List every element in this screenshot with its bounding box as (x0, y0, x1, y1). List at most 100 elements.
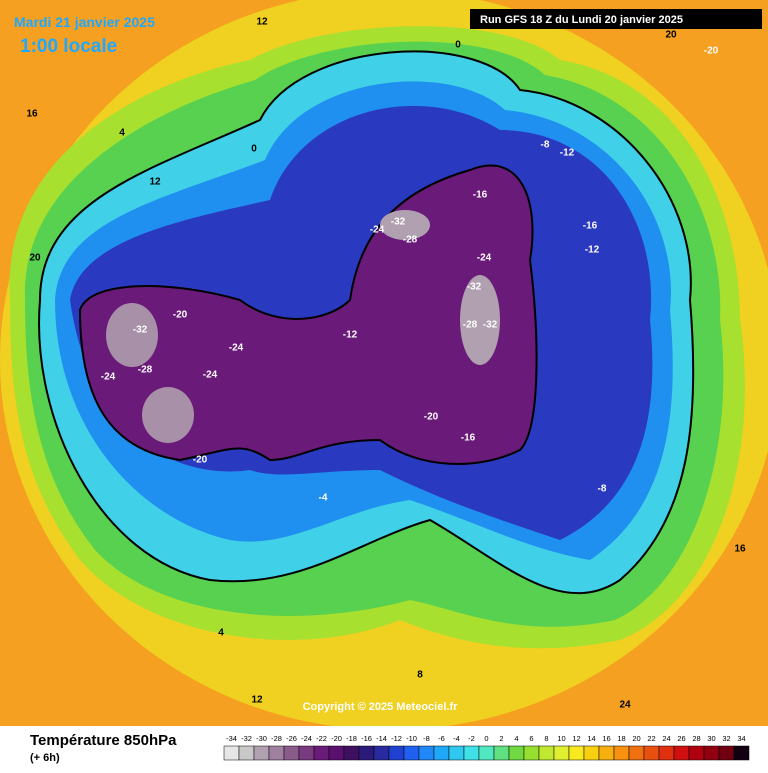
contour-label: -24 (477, 253, 492, 264)
colorbar-swatch (238, 745, 255, 761)
legend-title: Température 850hPa (30, 732, 177, 749)
map-labels: -32-28-24-20-24-32-28-24-16-24-32-28 -32-… (26, 17, 746, 711)
contour-label: -8 (541, 140, 550, 151)
colorbar-swatch (703, 745, 720, 761)
contour-label: -4 (319, 493, 328, 504)
extreme-cold (106, 303, 158, 367)
colorbar-label: 30 (707, 734, 715, 743)
extreme-cold (460, 275, 500, 365)
contour-label: 4 (119, 128, 125, 139)
contour-label: 0 (455, 40, 461, 51)
colorbar-swatch (298, 745, 315, 761)
colorbar: -34 -32 -30 -28 -26 -24 -22 -20 -18 -16 -14 -12 -10-… (223, 734, 750, 761)
colorbar-label: -32 (241, 734, 252, 743)
colorbar-label: 18 (617, 734, 625, 743)
colorbar-label: -24 (301, 734, 312, 743)
colorbar-label: 14 (587, 734, 595, 743)
colorbar-swatch (733, 745, 750, 761)
colorbar-swatch (493, 745, 510, 761)
colorbar-label: 32 (722, 734, 730, 743)
colorbar-label: -30 (256, 734, 267, 743)
colorbar-label: -10 (406, 734, 417, 743)
run-box (470, 9, 762, 29)
colorbar-swatch (523, 745, 540, 761)
run-info: Run GFS 18 Z du Lundi 20 janvier 2025 (480, 14, 683, 26)
contour-label: 4 (218, 628, 224, 639)
colorbar-swatch (283, 745, 300, 761)
colorbar-swatch (253, 745, 270, 761)
colorbar-label: 24 (662, 734, 670, 743)
contour-label: -16 (461, 433, 476, 444)
colorbar-label: 28 (692, 734, 700, 743)
colorbar-label: -4 (453, 734, 460, 743)
colorbar-label: 26 (677, 734, 685, 743)
contour-label: 12 (256, 17, 268, 28)
legend-subtitle: (+ 6h) (30, 752, 60, 764)
contour-label: -24 (203, 370, 218, 381)
colorbar-swatch (553, 745, 570, 761)
contour-label: 20 (665, 30, 677, 41)
contour-label: -20 (193, 455, 208, 466)
colorbar-swatch (478, 745, 495, 761)
contour-label: 16 (26, 109, 38, 120)
colorbar-label: -34 (226, 734, 237, 743)
contour-label: -20 (424, 412, 439, 423)
contour-label: -20 (173, 310, 188, 321)
colorbar-swatch (403, 745, 420, 761)
colorbar-swatch (433, 745, 450, 761)
colorbar-label: 0 (484, 734, 488, 743)
extreme-cold (380, 210, 430, 240)
colorbar-swatch (643, 745, 660, 761)
colorbar-swatch (628, 745, 645, 761)
date: Mardi 21 janvier 2025 (14, 14, 155, 30)
colorbar-label: 2 (499, 734, 503, 743)
contour-label: 8 (417, 670, 423, 681)
colorbar-label: -18 (346, 734, 357, 743)
colorbar-label: -16 (361, 734, 372, 743)
local-time: 1:00 locale (20, 36, 117, 57)
map (0, 0, 768, 730)
contour-label: -16 (473, 190, 488, 201)
colorbar-label: -22 (316, 734, 327, 743)
colorbar-swatch (268, 745, 285, 761)
colorbar-label: -12 (391, 734, 402, 743)
colorbar-label: 6 (529, 734, 533, 743)
colorbar-swatch (508, 745, 525, 761)
contour-label: -12 (560, 148, 575, 159)
contour-label: -24 (370, 225, 385, 236)
contour-label: -8 (598, 484, 607, 495)
colorbar-label: 12 (572, 734, 580, 743)
colorbar-label: 20 (632, 734, 640, 743)
colorbar-label: 8 (544, 734, 548, 743)
colorbar-swatch (418, 745, 435, 761)
extreme-cold (142, 387, 194, 443)
colorbar-label: -28 (271, 734, 282, 743)
frigid-zone (78, 164, 538, 465)
colorbar-label: 10 (557, 734, 565, 743)
colorbar-swatch (568, 745, 585, 761)
contour-label: -12 (343, 330, 358, 341)
colorbar-swatch (658, 745, 675, 761)
contour-label: -12 (585, 245, 600, 256)
contour-label: 12 (251, 695, 263, 706)
colorbar-swatch (343, 745, 360, 761)
contour-label: -20 (704, 46, 719, 57)
colorbar-swatch (328, 745, 345, 761)
colorbar-label: -6 (438, 734, 445, 743)
colorbar-swatch (718, 745, 735, 761)
colorbar-swatch (538, 745, 555, 761)
colorbar-swatch (583, 745, 600, 761)
colorbar-label: 34 (737, 734, 745, 743)
colorbar-swatch (223, 745, 240, 761)
colorbar-label: 22 (647, 734, 655, 743)
contour-label: -32 (467, 282, 482, 293)
colorbar-label: 16 (602, 734, 610, 743)
colorbar-label: 4 (514, 734, 518, 743)
colorbar-label: -2 (468, 734, 475, 743)
colorbar-swatch (373, 745, 390, 761)
colorbar-swatch (673, 745, 690, 761)
colorbar-swatch (598, 745, 615, 761)
contour-label: 16 (734, 544, 746, 555)
colorbar-label: -20 (331, 734, 342, 743)
